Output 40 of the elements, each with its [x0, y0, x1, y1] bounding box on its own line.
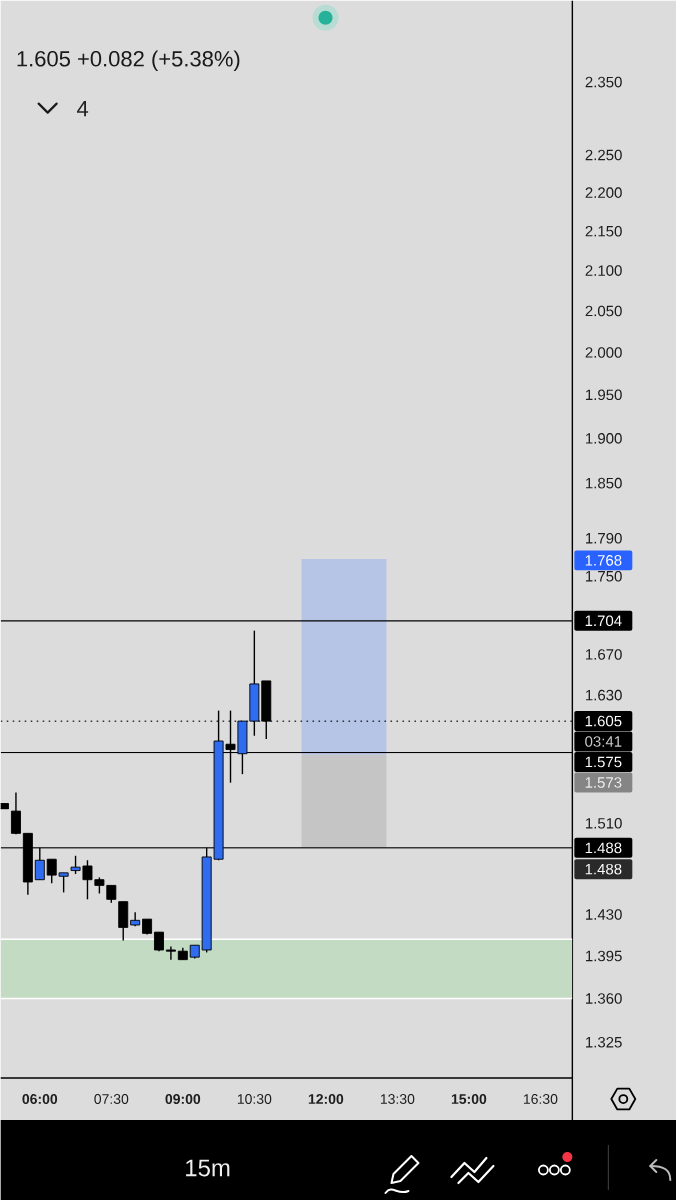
y-tick-label: 1.510 — [585, 817, 622, 829]
annotation: 4 — [76, 101, 88, 117]
ref-line-label: 1.575 — [585, 756, 622, 768]
y-tick-label: 2.100 — [585, 265, 622, 276]
text: 1.605 +0.082 (+5.38%) — [17, 50, 240, 71]
y-tick-label: 1.790 — [585, 532, 622, 544]
x-tick-label: 15:00 — [451, 1094, 487, 1104]
y-tick-label: 1.430 — [585, 909, 622, 920]
y-tick-label: 2.200 — [585, 187, 622, 198]
ref-line-label: 1.704 — [585, 615, 622, 627]
text: 1.768 — [585, 555, 622, 566]
text: 1.488 — [585, 863, 622, 875]
x-tick-label: 16:30 — [523, 1094, 558, 1104]
y-tick-label: 2.150 — [585, 225, 622, 237]
y-tick-label: 2.250 — [585, 149, 622, 161]
x-tick-label: 06:00 — [22, 1094, 57, 1104]
y-tick-label: 1.325 — [585, 1036, 622, 1048]
ref-line-label: 1.488 — [585, 842, 622, 854]
y-tick-label: 1.360 — [585, 993, 622, 1004]
y-tick-label: 1.850 — [585, 477, 622, 489]
x-tick-label: 12:00 — [308, 1094, 344, 1104]
x-tick-label: 13:30 — [380, 1094, 415, 1104]
y-tick-label: 1.395 — [585, 950, 622, 962]
y-tick-label: 2.000 — [585, 347, 622, 358]
x-tick-label: 09:00 — [165, 1094, 200, 1104]
ref-line-label: 1.605 — [585, 715, 622, 727]
y-tick-label: 1.750 — [585, 570, 622, 582]
candlestick — [165, 945, 176, 961]
text: 03:41 — [585, 736, 622, 747]
text: 1.573 — [585, 777, 622, 788]
y-tick-label: 1.630 — [585, 689, 622, 701]
x-tick-label: 07:30 — [94, 1094, 129, 1104]
candlestick — [10, 791, 21, 836]
x-tick-label: 10:30 — [237, 1094, 272, 1104]
text: 15m — [185, 1159, 230, 1177]
y-tick-label: 2.050 — [585, 305, 622, 317]
y-tick-label: 2.350 — [585, 76, 622, 88]
y-tick-label: 1.950 — [585, 389, 622, 401]
y-tick-label: 1.670 — [585, 649, 622, 660]
y-tick-label: 1.900 — [585, 433, 622, 444]
